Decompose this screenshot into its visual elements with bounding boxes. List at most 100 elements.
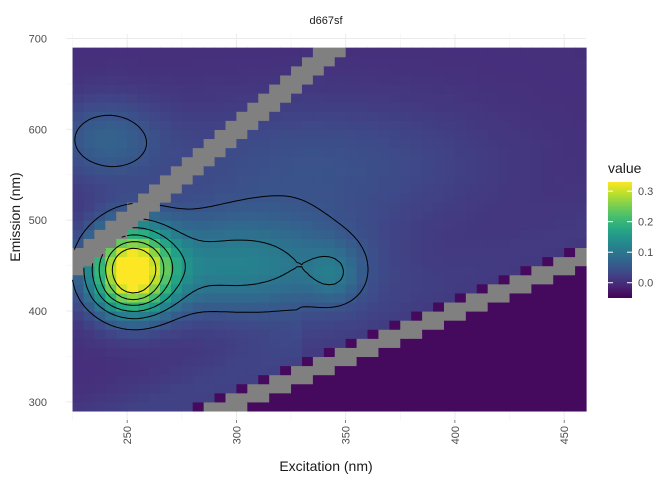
heatmap-cell	[542, 238, 554, 249]
heatmap-cell	[411, 274, 423, 285]
heatmap-cell	[83, 65, 95, 76]
heatmap-cell	[422, 383, 434, 394]
heatmap-cell	[269, 47, 281, 58]
heatmap-cell	[323, 265, 336, 276]
heatmap-cell	[498, 102, 511, 112]
heatmap-cell	[542, 347, 554, 358]
heatmap-cell	[400, 165, 412, 176]
heatmap-cell	[214, 283, 227, 294]
heatmap-cell	[356, 138, 369, 149]
heatmap-cell	[553, 292, 565, 303]
heatmap-cell	[575, 56, 587, 67]
heatmap-cell	[138, 74, 150, 85]
heatmap-cell	[443, 320, 456, 330]
heatmap-cell	[127, 274, 139, 285]
heatmap-cell	[323, 220, 336, 230]
heatmap-cell	[433, 83, 445, 94]
heatmap-cell	[433, 329, 445, 339]
heatmap-cell	[553, 347, 565, 358]
heatmap-cell	[94, 374, 106, 385]
heatmap-cell	[170, 220, 183, 230]
heatmap-cell	[476, 120, 489, 130]
heatmap-cell	[138, 256, 150, 267]
heatmap-cell	[575, 374, 587, 385]
x-tick-label: 350	[341, 426, 353, 444]
heatmap-cell	[400, 247, 412, 258]
heatmap-cell	[476, 365, 489, 376]
heatmap-cell	[105, 347, 117, 358]
heatmap-cell	[127, 247, 139, 258]
heatmap-cell	[83, 283, 95, 294]
heatmap-cell	[83, 129, 95, 140]
heatmap-cell	[247, 292, 259, 303]
heatmap-cell	[433, 129, 445, 140]
heatmap-cell	[433, 120, 445, 130]
heatmap-cell	[433, 383, 445, 394]
heatmap-cell	[553, 138, 565, 149]
heatmap-cell	[291, 256, 303, 267]
heatmap-cell	[367, 47, 380, 58]
heatmap-cell	[345, 211, 358, 221]
heatmap-cell	[170, 274, 183, 285]
heatmap-cell	[509, 192, 522, 203]
heatmap-cell	[422, 256, 434, 267]
heatmap-cell	[269, 292, 281, 303]
heatmap-cell	[116, 301, 128, 312]
heatmap-cell	[323, 247, 336, 258]
heatmap-cell	[454, 56, 467, 67]
heatmap-cell	[203, 338, 216, 348]
heatmap-cell	[236, 129, 248, 140]
heatmap-cell	[301, 165, 314, 176]
heatmap-cell	[367, 220, 380, 230]
heatmap-cell	[487, 229, 500, 239]
heatmap-cell	[269, 283, 281, 294]
heatmap-cell	[236, 93, 248, 103]
heatmap-cell	[443, 65, 456, 76]
heatmap-cell	[258, 183, 270, 194]
heatmap-cell	[181, 283, 194, 294]
heatmap-cell	[400, 156, 412, 167]
heatmap-cell	[465, 311, 478, 321]
heatmap-cell	[520, 401, 532, 412]
heatmap-cell	[116, 65, 128, 76]
heatmap-cell	[465, 356, 478, 367]
heatmap-cell	[247, 374, 259, 385]
heatmap-cell	[389, 256, 401, 267]
heatmap-cell	[301, 311, 314, 321]
heatmap-cell	[105, 274, 117, 285]
heatmap-cell	[454, 347, 467, 358]
heatmap-cell	[280, 356, 292, 367]
heatmap-cell	[280, 256, 292, 267]
heatmap-cell	[72, 183, 85, 194]
heatmap-cell	[498, 274, 511, 285]
heatmap-cell	[443, 311, 456, 321]
heatmap-cell	[149, 83, 161, 94]
heatmap-cell	[105, 392, 117, 403]
heatmap-cell	[138, 120, 150, 130]
heatmap-cell	[411, 183, 423, 194]
heatmap-cell	[575, 147, 587, 158]
heatmap-cell	[400, 338, 412, 348]
heatmap-cell	[181, 401, 194, 412]
heatmap-cell	[520, 147, 532, 158]
heatmap-cell	[105, 111, 117, 121]
heatmap-cell	[345, 111, 358, 121]
heatmap-cell	[575, 202, 587, 212]
heatmap-cell	[356, 83, 369, 94]
heatmap-cell	[334, 329, 347, 339]
heatmap-cell	[422, 174, 434, 185]
heatmap-cell	[520, 47, 532, 58]
heatmap-cell	[280, 338, 292, 348]
heatmap-cell	[454, 192, 467, 203]
heatmap-cell	[312, 320, 325, 330]
heatmap-cell	[291, 311, 303, 321]
heatmap-cell	[411, 56, 423, 67]
heatmap-cell	[400, 356, 412, 367]
heatmap-cell	[138, 320, 150, 330]
heatmap-cell	[236, 383, 248, 394]
heatmap-cell	[138, 392, 150, 403]
heatmap-cell	[443, 120, 456, 130]
heatmap-cell	[269, 183, 281, 194]
heatmap-cell	[542, 211, 554, 221]
heatmap-cell	[564, 183, 576, 194]
